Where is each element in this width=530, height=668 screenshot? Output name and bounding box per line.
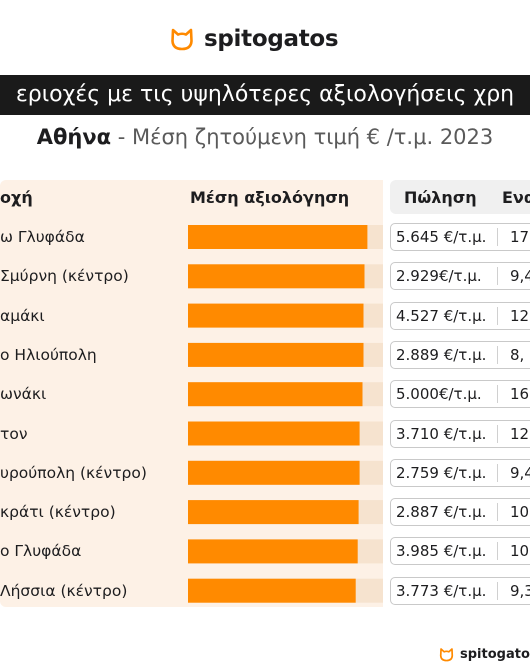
header-rent: Ενα	[502, 188, 530, 207]
price-box	[390, 458, 530, 487]
cat-logo-icon	[171, 28, 193, 51]
area-label: ωνάκι	[0, 385, 47, 404]
chart-title: εριοχές με τις υψηλότερες αξιολογήσεις χ…	[15, 82, 515, 107]
price-divider	[497, 345, 498, 364]
rent-price: 9,4	[510, 267, 530, 286]
rent-price: 9,4	[510, 463, 530, 482]
price-divider	[497, 228, 498, 246]
price-header-background	[390, 180, 530, 214]
sale-price: 2.889 €/τ.μ.	[396, 345, 487, 364]
price-box	[390, 576, 530, 605]
price-box	[390, 380, 530, 409]
header-area: οχή	[0, 188, 33, 207]
price-box	[390, 301, 530, 330]
rent-price: 12,	[510, 424, 530, 443]
area-label: Λήσσια (κέντρο)	[0, 581, 128, 600]
sale-price: 2.929€/τ.μ.	[396, 267, 482, 286]
sale-price: 2.759 €/τ.μ.	[396, 463, 487, 482]
price-box	[390, 419, 530, 448]
sale-price: 3.773 €/τ.μ.	[396, 581, 487, 600]
price-divider	[497, 542, 498, 561]
subtitle-rest: - Μέση ζητούμενη τιμή € /τ.μ. 2023	[111, 125, 494, 149]
cat-logo-icon	[439, 647, 454, 661]
price-box	[390, 498, 530, 527]
sale-price: 4.527 €/τ.μ.	[396, 306, 487, 325]
sale-price: 3.985 €/τ.μ.	[396, 542, 487, 561]
rent-price: 10,	[510, 542, 530, 561]
rent-price: 12,	[510, 306, 530, 325]
price-box	[390, 262, 530, 291]
sale-price: 5.645 €/τ.μ.	[396, 228, 487, 246]
price-divider	[497, 581, 498, 600]
price-divider	[497, 424, 498, 443]
price-box	[390, 537, 530, 566]
header-sale: Πώληση	[404, 188, 477, 207]
rent-price: 16	[510, 385, 530, 404]
chart-subtitle: Αθήνα - Μέση ζητούμενη τιμή € /τ.μ. 2023	[0, 121, 530, 153]
sale-price: 3.710 €/τ.μ.	[396, 424, 487, 443]
area-label: αμάκι	[0, 306, 45, 325]
price-box	[390, 223, 530, 251]
price-divider	[497, 503, 498, 522]
area-label: τον	[0, 424, 28, 443]
price-divider	[497, 306, 498, 325]
area-label: ο Ηλιούπολη	[0, 345, 97, 364]
area-label: ω Γλυφάδα	[0, 228, 85, 246]
rent-price: 17,	[510, 228, 530, 246]
area-label: ο Γλυφάδα	[0, 542, 82, 561]
sale-price: 2.887 €/τ.μ.	[396, 503, 487, 522]
price-divider	[497, 267, 498, 286]
sale-price: 5.000€/τ.μ.	[396, 385, 482, 404]
price-box	[390, 340, 530, 369]
subtitle-city: Αθήνα	[36, 125, 112, 149]
rent-price: 9,3	[510, 581, 530, 600]
header-rating: Μέση αξιολόγηση	[190, 188, 350, 207]
area-label: υρούπολη (κέντρο)	[0, 463, 147, 482]
rent-price: 8,	[510, 345, 525, 364]
area-label: Σμύρνη (κέντρο)	[0, 267, 129, 286]
footer-brand-name: spitogatos	[460, 646, 530, 662]
footer-logo: spitogatos	[438, 644, 530, 664]
area-label: κράτι (κέντρο)	[0, 503, 116, 522]
title-bar: εριοχές με τις υψηλότερες αξιολογήσεις χ…	[0, 75, 530, 115]
price-divider	[497, 385, 498, 404]
price-divider	[497, 463, 498, 482]
rent-price: 10,	[510, 503, 530, 522]
brand-logo: spitogatos	[168, 22, 339, 56]
brand-name: spitogatos	[204, 26, 339, 52]
